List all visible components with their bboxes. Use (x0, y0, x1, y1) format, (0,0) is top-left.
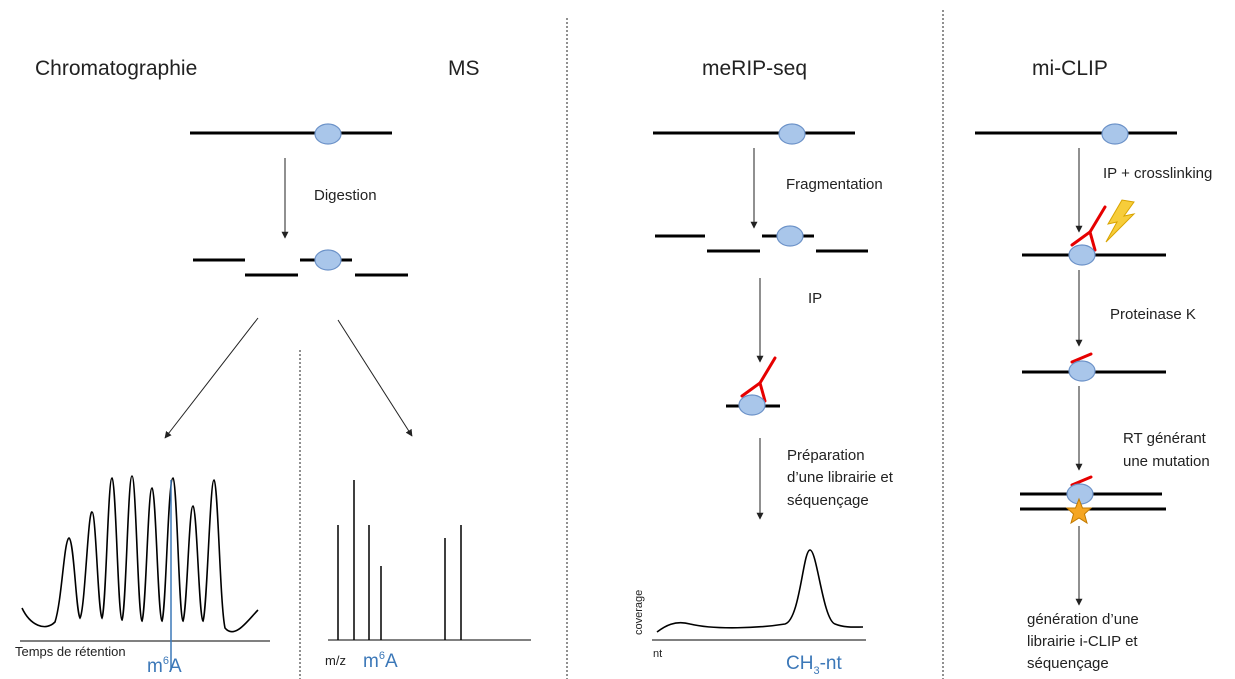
title-mi-clip: mi-CLIP (1032, 57, 1108, 80)
antibody-remnant (1070, 475, 1093, 487)
axis-label-mz: m/z (325, 653, 346, 668)
mi-clip-panel: IP + crosslinking Proteinase K RT généra… (975, 123, 1212, 672)
step-ip: IP (808, 290, 822, 307)
step-generation-line-2: librairie i-CLIP et (1027, 633, 1138, 650)
chromatogram-trace (21, 475, 259, 633)
m6a-modification-oval (1068, 360, 1096, 382)
axis-label-nt: nt (653, 648, 662, 660)
step-digestion: Digestion (314, 187, 377, 204)
m6a-modification-oval (778, 123, 806, 145)
antibody (758, 381, 767, 403)
title-merip-seq: meRIP-seq (702, 57, 807, 80)
step-rt-line-2: une mutation (1123, 453, 1210, 470)
merip-seq-panel: Fragmentation IP Préparation d’une libra… (633, 123, 894, 677)
antibody-remnant (1070, 352, 1093, 364)
step-library-prep-line-3: séquençage (787, 492, 869, 509)
m6a-label-chromatogram: m6A (147, 655, 182, 677)
step-generation-line-3: séquençage (1027, 655, 1109, 672)
step-fragmentation: Fragmentation (786, 176, 883, 193)
antibody (1088, 230, 1097, 252)
antibody (740, 356, 777, 398)
axis-label-retention-time: Temps de rétention (15, 644, 126, 659)
m6a-modification-oval (1101, 123, 1129, 145)
arrow-to-chromatography (164, 317, 259, 439)
m6a-modification-oval (776, 225, 804, 247)
chromatography-ms-panel: Digestion Temps de rétention m6A m/z m6A (15, 123, 531, 677)
coverage-trace (656, 549, 864, 633)
m6a-modification-oval (314, 249, 342, 271)
title-ms: MS (448, 57, 480, 80)
step-rt-line-1: RT générant (1123, 430, 1207, 447)
ch3-nt-label: CH3-nt (786, 653, 842, 677)
step-library-prep-line-2: d’une librairie et (787, 469, 894, 486)
step-proteinase-k: Proteinase K (1110, 306, 1196, 323)
m6a-modification-oval (1068, 244, 1096, 266)
lightning-icon (1105, 199, 1136, 243)
m6a-modification-oval (314, 123, 342, 145)
step-ip-crosslinking: IP + crosslinking (1103, 165, 1212, 182)
axis-label-coverage: coverage (633, 590, 645, 635)
m6a-label-ms: m6A (363, 650, 398, 672)
step-library-prep-line-1: Préparation (787, 447, 865, 464)
mutation-star-icon (1065, 497, 1093, 525)
ms-peaks (337, 480, 462, 640)
antibody (1070, 205, 1107, 247)
step-generation-line-1: génération d’une (1027, 611, 1139, 628)
title-chromatographie: Chromatographie (35, 57, 197, 80)
arrow-to-ms (337, 319, 413, 437)
m6a-modification-oval (738, 394, 766, 416)
